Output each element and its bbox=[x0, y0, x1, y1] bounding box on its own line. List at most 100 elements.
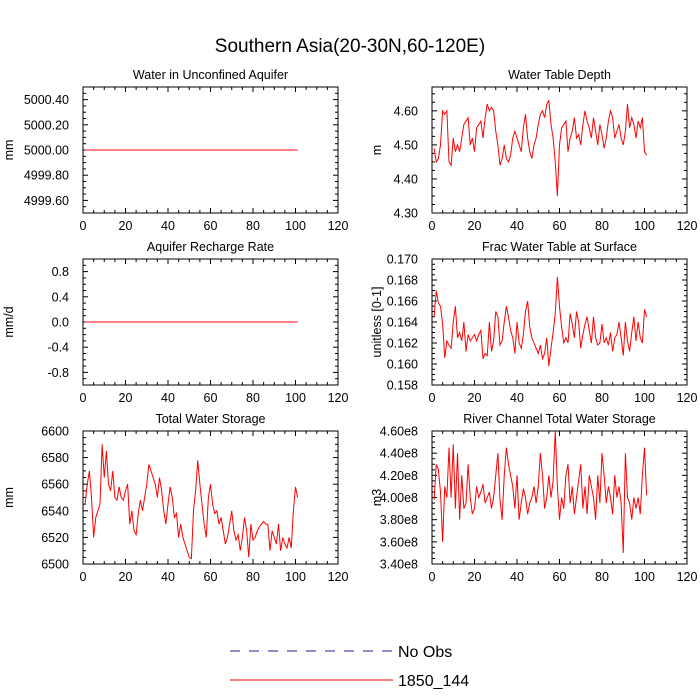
x-tick-label: 20 bbox=[119, 570, 133, 584]
panel-title: River Channel Total Water Storage bbox=[463, 412, 656, 426]
x-tick-label: 80 bbox=[595, 570, 609, 584]
x-tick-label: 100 bbox=[634, 570, 655, 584]
panel-water-table-depth: Water Table Depth m 0 20 40 60 80 100 120 4.30 4.4… bbox=[370, 68, 697, 233]
y-tick-label: 6560 bbox=[41, 478, 69, 492]
y-axis-label: mm bbox=[2, 140, 16, 161]
x-tick-label: 120 bbox=[677, 219, 698, 233]
x-tick-label: 80 bbox=[595, 219, 609, 233]
legend-label-1850-144: 1850_144 bbox=[398, 673, 469, 690]
y-tick-label: 6520 bbox=[41, 531, 69, 545]
y-tick-label: 4.30 bbox=[394, 207, 418, 221]
x-tick-label: 100 bbox=[634, 391, 655, 405]
y-axis-label: mm bbox=[2, 487, 16, 508]
x-tick-label: 40 bbox=[510, 391, 524, 405]
x-tick-label: 120 bbox=[677, 570, 698, 584]
panel-title: Aquifer Recharge Rate bbox=[147, 240, 274, 254]
x-tick-label: 0 bbox=[80, 219, 87, 233]
x-tick-label: 60 bbox=[204, 570, 218, 584]
x-tick-label: 80 bbox=[246, 570, 260, 584]
y-tick-label: 6600 bbox=[41, 425, 69, 439]
y-tick-label: 4.20e8 bbox=[380, 469, 418, 483]
x-tick-label: 20 bbox=[468, 570, 482, 584]
y-tick-label: 6540 bbox=[41, 504, 69, 518]
x-tick-label: 120 bbox=[677, 391, 698, 405]
y-tick-label: 4.40e8 bbox=[380, 447, 418, 461]
y-tick-label: 0.166 bbox=[387, 295, 418, 309]
panel-aquifer-recharge-rate: Aquifer Recharge Rate mm/d 0 20 40 60 80 100 120… bbox=[2, 240, 348, 405]
x-tick-label: 40 bbox=[161, 219, 175, 233]
x-tick-label: 100 bbox=[285, 570, 306, 584]
x-tick-label: 100 bbox=[634, 219, 655, 233]
x-tick-label: 0 bbox=[429, 219, 436, 233]
x-tick-label: 0 bbox=[429, 570, 436, 584]
legend-label-no-obs: No Obs bbox=[398, 644, 452, 661]
legend: No Obs 1850_144 bbox=[230, 644, 469, 690]
x-tick-label: 80 bbox=[246, 391, 260, 405]
x-tick-label: 80 bbox=[246, 219, 260, 233]
series-line-1850-144 bbox=[84, 444, 299, 560]
y-tick-label: 5000.20 bbox=[24, 118, 69, 132]
x-tick-label: 0 bbox=[80, 570, 87, 584]
panel-total-water-storage: Total Water Storage mm 0 20 40 60 80 100 120 6500… bbox=[2, 412, 348, 584]
x-tick-label: 20 bbox=[468, 219, 482, 233]
x-tick-label: 0 bbox=[80, 391, 87, 405]
x-tick-label: 100 bbox=[285, 391, 306, 405]
y-tick-label: -0.8 bbox=[47, 366, 69, 380]
y-tick-label: 0.168 bbox=[387, 274, 418, 288]
y-tick-label: 6580 bbox=[41, 451, 69, 465]
y-tick-label: 4.40 bbox=[394, 172, 418, 186]
y-tick-label: 0.162 bbox=[387, 337, 418, 351]
panel-title: Water Table Depth bbox=[508, 68, 611, 82]
y-tick-label: 0.0 bbox=[52, 316, 69, 330]
x-tick-label: 100 bbox=[285, 219, 306, 233]
y-tick-label: 4999.80 bbox=[24, 169, 69, 183]
series-line-1850-144 bbox=[433, 430, 648, 553]
y-tick-label: 0.170 bbox=[387, 253, 418, 267]
y-axis-label: m bbox=[370, 145, 384, 155]
y-tick-label: -0.4 bbox=[47, 341, 69, 355]
x-tick-label: 60 bbox=[553, 391, 567, 405]
y-tick-label: 5000.40 bbox=[24, 93, 69, 107]
y-tick-label: 0.158 bbox=[387, 379, 418, 393]
panel-frac-water-table-at-surface: Frac Water Table at Surface unitless [0-1… bbox=[370, 240, 697, 405]
y-tick-label: 0.160 bbox=[387, 358, 418, 372]
panel-title: Frac Water Table at Surface bbox=[482, 240, 637, 254]
x-tick-label: 60 bbox=[553, 219, 567, 233]
figure-title: Southern Asia(20-30N,60-120E) bbox=[214, 36, 486, 57]
y-tick-label: 0.8 bbox=[52, 265, 69, 279]
x-tick-label: 60 bbox=[553, 570, 567, 584]
panel-title: Total Water Storage bbox=[155, 412, 265, 426]
x-tick-label: 20 bbox=[468, 391, 482, 405]
y-axis-label: m3 bbox=[370, 489, 384, 506]
x-tick-label: 40 bbox=[510, 570, 524, 584]
y-tick-label: 4.00e8 bbox=[380, 491, 418, 505]
plot-frame bbox=[431, 258, 688, 386]
y-tick-label: 3.60e8 bbox=[380, 535, 418, 549]
x-tick-label: 40 bbox=[161, 391, 175, 405]
x-tick-label: 120 bbox=[328, 391, 349, 405]
x-tick-label: 60 bbox=[204, 391, 218, 405]
x-tick-label: 20 bbox=[119, 219, 133, 233]
x-tick-label: 60 bbox=[204, 219, 218, 233]
y-tick-label: 3.40e8 bbox=[380, 558, 418, 572]
series-line-1850-144 bbox=[433, 99, 648, 197]
panel-title: Water in Unconfined Aquifer bbox=[133, 68, 288, 82]
x-tick-label: 40 bbox=[161, 570, 175, 584]
panel-river-channel-total-water-storage: River Channel Total Water Storage m3 0 20 40… bbox=[370, 412, 697, 584]
x-tick-label: 20 bbox=[119, 391, 133, 405]
y-axis-label: mm/d bbox=[2, 306, 16, 337]
y-tick-label: 4.60e8 bbox=[380, 425, 418, 439]
x-tick-label: 0 bbox=[429, 391, 436, 405]
x-tick-label: 40 bbox=[510, 219, 524, 233]
y-tick-label: 6500 bbox=[41, 558, 69, 572]
series-line-1850-144 bbox=[433, 276, 648, 367]
y-axis-label: unitless [0-1] bbox=[370, 287, 384, 358]
y-tick-label: 0.164 bbox=[387, 316, 418, 330]
x-tick-label: 120 bbox=[328, 219, 349, 233]
y-tick-label: 5000.00 bbox=[24, 144, 69, 158]
panel-water-in-unconfined-aquifer: Water in Unconfined Aquifer mm 0 20 40 60 80 10… bbox=[2, 68, 348, 233]
y-tick-label: 4999.60 bbox=[24, 194, 69, 208]
y-tick-label: 4.60 bbox=[394, 104, 418, 118]
x-tick-label: 120 bbox=[328, 570, 349, 584]
